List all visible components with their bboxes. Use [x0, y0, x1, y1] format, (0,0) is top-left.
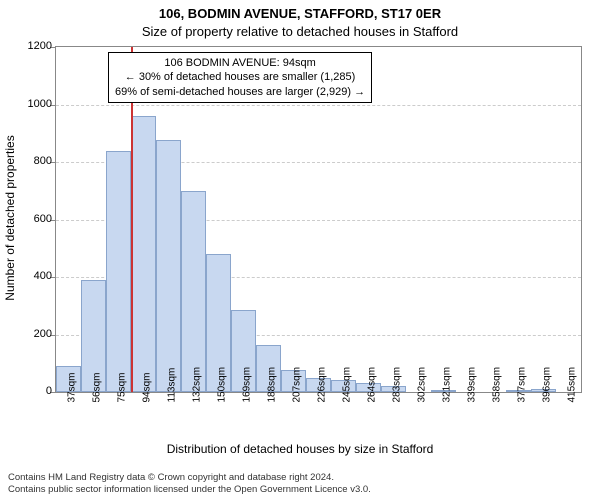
bar — [156, 140, 181, 392]
y-tick-label: 400 — [12, 270, 52, 282]
footer: Contains HM Land Registry data © Crown c… — [8, 472, 592, 496]
chart-container: 106, BODMIN AVENUE, STAFFORD, ST17 0ER S… — [0, 0, 600, 500]
y-tick-label: 600 — [12, 213, 52, 225]
annotation-line: ← 30% of detached houses are smaller (1,… — [115, 70, 365, 84]
annotation-line: 106 BODMIN AVENUE: 94sqm — [115, 56, 365, 70]
footer-line-1: Contains HM Land Registry data © Crown c… — [8, 472, 592, 484]
annotation-line: 69% of semi-detached houses are larger (… — [115, 85, 365, 99]
y-tick-label: 800 — [12, 155, 52, 167]
y-tick-label: 200 — [12, 328, 52, 340]
title-main: 106, BODMIN AVENUE, STAFFORD, ST17 0ER — [0, 6, 600, 21]
bar — [106, 151, 131, 392]
y-tick-label: 0 — [12, 385, 52, 397]
y-tick-label: 1200 — [12, 40, 52, 52]
bar — [131, 116, 156, 392]
title-sub: Size of property relative to detached ho… — [0, 24, 600, 39]
footer-line-2: Contains public sector information licen… — [8, 484, 592, 496]
y-tick-label: 1000 — [12, 98, 52, 110]
gridline — [56, 105, 581, 106]
x-axis-label: Distribution of detached houses by size … — [0, 442, 600, 456]
bar — [181, 191, 206, 392]
annotation-box: 106 BODMIN AVENUE: 94sqm← 30% of detache… — [108, 52, 372, 103]
